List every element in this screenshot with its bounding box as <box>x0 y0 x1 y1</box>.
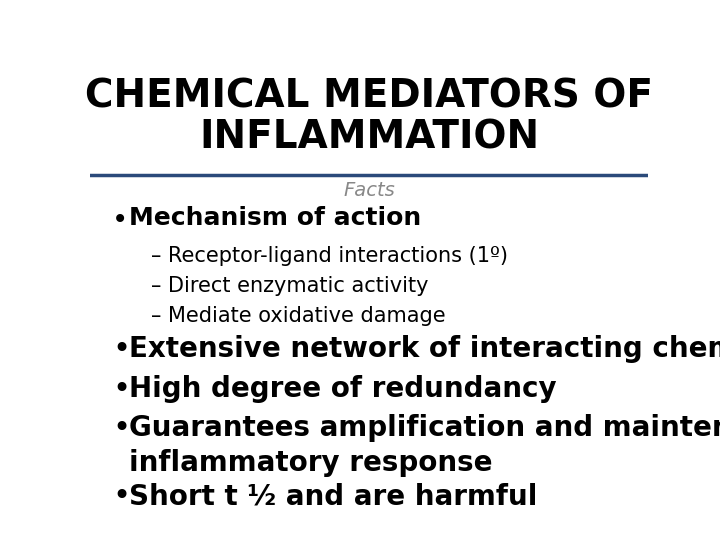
Text: CHEMICAL MEDIATORS OF
INFLAMMATION: CHEMICAL MEDIATORS OF INFLAMMATION <box>85 77 653 156</box>
Text: – Direct enzymatic activity: – Direct enzymatic activity <box>151 275 429 295</box>
Text: Extensive network of interacting chemicals: Extensive network of interacting chemica… <box>129 335 720 363</box>
Text: •: • <box>112 375 130 404</box>
Text: Facts: Facts <box>343 181 395 200</box>
Text: •: • <box>112 415 130 443</box>
Text: •: • <box>112 335 130 364</box>
Text: – Receptor-ligand interactions (1º): – Receptor-ligand interactions (1º) <box>151 246 508 266</box>
Text: Guarantees amplification and maintenance of
inflammatory response: Guarantees amplification and maintenance… <box>129 415 720 477</box>
Text: Mechanism of action: Mechanism of action <box>129 206 421 230</box>
Text: •: • <box>112 482 130 511</box>
Text: High degree of redundancy: High degree of redundancy <box>129 375 557 403</box>
Text: •: • <box>112 206 129 234</box>
Text: Short t ½ and are harmful: Short t ½ and are harmful <box>129 482 537 510</box>
Text: – Mediate oxidative damage: – Mediate oxidative damage <box>151 306 446 326</box>
